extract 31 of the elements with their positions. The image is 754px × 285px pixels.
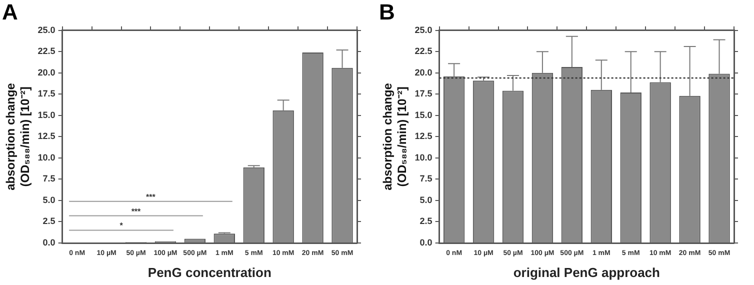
y-tick-label: 20.0: [414, 67, 432, 78]
y-tick-label: 20.0: [38, 67, 56, 78]
annotation: ***: [131, 206, 142, 216]
y-tick-label: 10.0: [414, 152, 432, 162]
y-axis-title: absorption change (OD₅₈₈/min) [10⁻²]: [380, 82, 409, 190]
annotation: ***: [146, 192, 156, 202]
annotation: *: [120, 221, 124, 230]
y-tick-label: 5.0: [420, 194, 432, 205]
y-tick-label: 0.0: [420, 237, 432, 248]
chart-title: A: [2, 0, 18, 24]
y-axis-title: absorption change (OD₅₈₈/min) [10⁻²]: [4, 82, 32, 190]
y-tick-label: 17.5: [414, 88, 432, 99]
chart-title: B: [379, 0, 395, 24]
y-tick-label: 15.0: [414, 110, 432, 120]
y-tick-label: 5.0: [42, 194, 56, 205]
y-tick-label: 22.5: [414, 46, 432, 56]
y-tick-label: 25.0: [38, 24, 56, 35]
y-tick-label: 7.5: [42, 174, 56, 184]
y-tick-label: 15.0: [38, 110, 56, 120]
y-tick-label: 10.0: [38, 152, 56, 162]
y-tick-label: 2.5: [420, 216, 432, 226]
y-tick-label: 22.5: [38, 46, 56, 56]
y-tick-label: 25.0: [414, 24, 432, 35]
y-tick-label: 17.5: [38, 88, 56, 99]
x-axis-title: PenG concentration: [148, 264, 272, 280]
y-tick-label: 2.5: [42, 216, 56, 226]
y-tick-label: 12.5: [414, 131, 432, 142]
x-axis-title: original PenG approach: [513, 264, 660, 280]
y-tick-label: 0.0: [42, 237, 56, 248]
y-tick-label: 7.5: [420, 174, 432, 184]
y-tick-label: 12.5: [38, 131, 56, 142]
